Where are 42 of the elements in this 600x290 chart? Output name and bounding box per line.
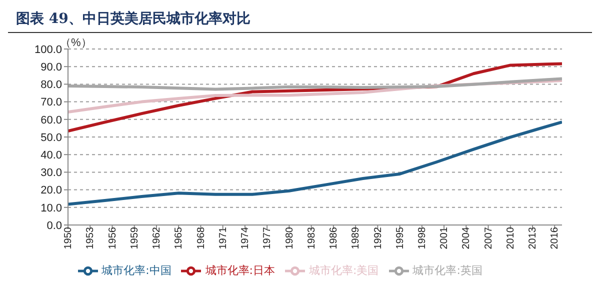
x-tick-label: 1953 xyxy=(85,226,96,250)
x-tick-label: 1980 xyxy=(284,226,296,250)
y-tick-label: 90.0 xyxy=(40,62,62,74)
x-tick-label: 2010 xyxy=(505,226,516,250)
y-tick-label: 60.0 xyxy=(40,114,62,126)
x-tick-label: 1995 xyxy=(394,226,406,250)
line-series xyxy=(68,77,562,91)
y-tick-label: 10.0 xyxy=(40,202,62,214)
y-tick-label: 70.0 xyxy=(40,96,62,109)
x-tick-label: 1959 xyxy=(129,226,140,250)
legend-label: 城市化率:美国 xyxy=(309,264,379,278)
y-tick-label: 100.0 xyxy=(34,44,62,56)
x-tick-label: 1971 xyxy=(218,226,229,250)
legend-label: 城市化率:中国 xyxy=(102,264,172,278)
legend-label: 城市化率:日本 xyxy=(205,264,275,278)
x-tick-label: 1962 xyxy=(152,226,163,250)
x-tick-label: 1968 xyxy=(196,226,207,250)
line-series xyxy=(68,120,562,206)
legend-label: 城市化率:英国 xyxy=(412,264,482,278)
x-tick-label: 1977 xyxy=(262,226,274,250)
x-tick-label: 1983 xyxy=(306,226,318,250)
x-tick-label: 2001 xyxy=(439,226,450,250)
x-tick-label: 1992 xyxy=(372,226,384,250)
x-tick-label: 1998 xyxy=(417,226,428,250)
x-tick-label: 1956 xyxy=(107,226,118,250)
x-tick-label: 1974 xyxy=(240,226,252,250)
x-tick-label: 2007 xyxy=(483,226,494,250)
chart-title: 图表 49、中日英美居民城市化率对比 xyxy=(8,8,592,33)
y-tick-label: 40.0 xyxy=(40,150,62,162)
x-tick-label: 1950 xyxy=(63,226,74,250)
y-tick-label: 20.0 xyxy=(40,184,62,197)
y-tick-label: 80.0 xyxy=(40,79,62,92)
x-tick-label: 2004 xyxy=(461,226,472,250)
x-tick-label: 1965 xyxy=(174,226,185,250)
x-tick-label: 2013 xyxy=(528,226,539,250)
x-tick-label: 1989 xyxy=(350,226,362,250)
y-tick-label: 30.0 xyxy=(40,167,62,180)
x-tick-label: 2016 xyxy=(550,226,561,250)
y-tick-label: 50.0 xyxy=(40,132,62,144)
y-tick-label: 0.0 xyxy=(46,220,62,232)
y-axis-title: （%） xyxy=(60,36,92,49)
x-tick-label: 1986 xyxy=(328,226,340,250)
